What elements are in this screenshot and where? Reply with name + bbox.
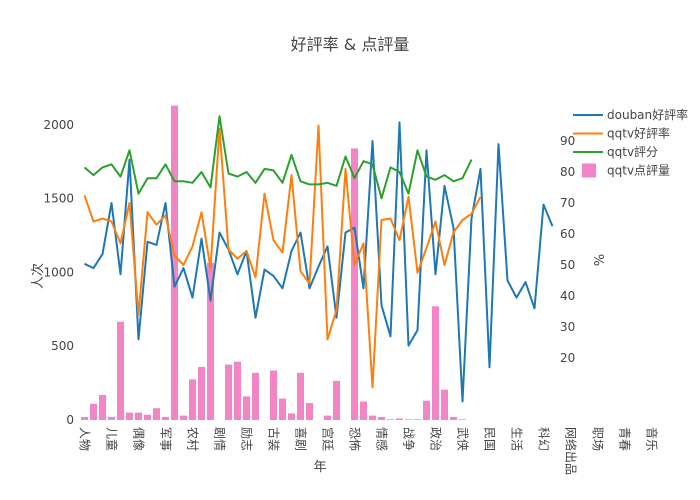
bar-30	[351, 148, 358, 420]
legend-swatch-bar	[582, 163, 596, 178]
line-series-0	[84, 121, 554, 403]
bar-18	[243, 396, 250, 420]
bar-35	[396, 418, 403, 420]
bar-21	[270, 370, 277, 420]
x-tick-label: 古装	[267, 427, 282, 451]
bar-10	[171, 105, 178, 420]
left-y-tick-label: 1000	[43, 265, 74, 279]
x-tick-label: 农村	[186, 427, 200, 451]
x-tick-label: 偶像	[132, 427, 146, 451]
bar-13	[198, 366, 205, 420]
bar-40	[441, 389, 448, 420]
x-tick-label: 军事	[159, 427, 173, 451]
x-tick-label: 政治	[429, 427, 443, 451]
right-y-tick-label: 50	[560, 258, 575, 272]
x-tick-label: 情感	[375, 427, 390, 451]
x-tick-label: 儿童	[105, 427, 120, 451]
right-y-tick-label: 80	[560, 165, 575, 179]
bar-1	[90, 403, 97, 420]
bar-41	[450, 417, 457, 420]
right-y-tick-label: 40	[560, 289, 575, 303]
right-y-tick-label: 20	[560, 351, 575, 365]
bar-39	[432, 306, 439, 420]
x-tick-label: 战争	[402, 427, 416, 451]
legend-item-2: qqtv評分	[573, 144, 658, 159]
legend-label: douban好評率	[607, 107, 688, 122]
left-y-tick-label: 1500	[43, 192, 74, 206]
bar-3	[108, 417, 115, 420]
x-tick-label: 网络出品	[564, 427, 579, 475]
line-series-1	[83, 124, 482, 389]
x-tick-label: 宫廷	[321, 427, 336, 451]
x-tick-label: 励志	[240, 427, 254, 451]
bar-23	[288, 413, 295, 420]
bar-7	[144, 414, 151, 420]
x-axis-title: 年	[313, 460, 326, 475]
bar-31	[360, 401, 367, 420]
legend-label: qqtv点評量	[607, 163, 670, 178]
right-y-axis: 20 30 40 50 60 70 80 90	[560, 134, 575, 365]
chart-title: 好評率 & 点評量	[291, 35, 410, 54]
left-y-tick-label: 0	[66, 413, 74, 427]
x-tick-label: 剧情	[213, 427, 227, 451]
bar-0	[81, 417, 88, 420]
line-series-2	[83, 115, 473, 200]
right-y-tick-label: 70	[560, 196, 575, 210]
bar-8	[153, 408, 160, 420]
bar-32	[369, 415, 376, 420]
legend-item-3: qqtv点評量	[582, 163, 670, 178]
legend-item-0: douban好評率	[573, 107, 688, 122]
x-tick-label: 恐怖	[348, 427, 363, 451]
bar-4	[117, 321, 124, 420]
legend-label: qqtv好評率	[607, 126, 670, 141]
bar-5	[126, 412, 133, 420]
bar-9	[162, 417, 169, 420]
bar-36	[405, 419, 412, 420]
x-tick-label: 民国	[483, 427, 497, 451]
bar-16	[225, 364, 232, 420]
bar-2	[99, 394, 106, 420]
bar-25	[306, 403, 313, 420]
x-tick-label: 青春	[618, 427, 632, 451]
legend: douban好評率 qqtv好評率 qqtv評分 qqtv点評量	[573, 107, 688, 178]
x-tick-label: 人物	[78, 427, 92, 451]
x-tick-label: 职场	[591, 427, 605, 451]
left-y-axis-title: 人次	[30, 263, 46, 289]
bar-34	[387, 419, 394, 420]
right-y-tick-label: 60	[560, 227, 575, 241]
legend-item-1: qqtv好評率	[573, 126, 670, 141]
right-y-axis-title: %	[590, 254, 605, 266]
x-tick-label: 武侠	[456, 427, 470, 451]
left-y-tick-label: 500	[51, 339, 74, 353]
right-y-tick-label: 90	[560, 134, 575, 148]
bar-37	[414, 419, 421, 420]
bar-28	[333, 380, 340, 420]
x-axis: 人物 儿童 偶像 军事 农村 剧情 励志 古装 喜剧 宫廷 恐怖 情感 战争 政治 武侠 民国 生活 科幻 网络出品…	[78, 427, 660, 475]
bar-42	[459, 419, 466, 420]
bar-22	[279, 398, 286, 420]
bar-12	[189, 379, 196, 420]
bar-11	[180, 415, 187, 420]
plot-area	[81, 105, 554, 420]
bar-24	[297, 372, 304, 420]
bar-17	[234, 361, 241, 420]
x-tick-label: 科幻	[537, 427, 551, 451]
right-y-tick-label: 30	[560, 320, 575, 334]
bar-33	[378, 417, 385, 420]
bar-19	[252, 372, 259, 420]
x-tick-label: 音乐	[645, 427, 660, 451]
legend-label: qqtv評分	[607, 144, 658, 159]
x-tick-label: 喜剧	[294, 427, 308, 451]
x-tick-label: 生活	[510, 427, 524, 451]
bar-14	[207, 262, 214, 420]
bar-38	[423, 400, 430, 420]
bar-6	[135, 412, 142, 420]
bar-27	[324, 415, 331, 420]
left-y-tick-label: 2000	[43, 118, 74, 132]
left-y-axis: 0 500 1000 1500 2000	[43, 118, 74, 427]
